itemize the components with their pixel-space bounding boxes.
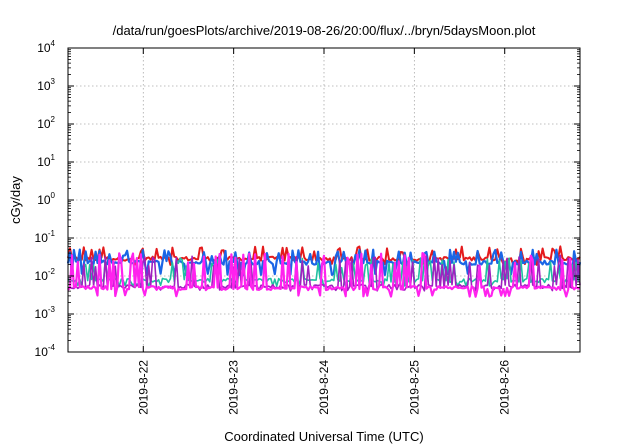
y-tick-label: 103 bbox=[37, 77, 55, 93]
y-tick-label: 102 bbox=[37, 115, 55, 131]
x-axis-ticks: 2019-8-22 2019-8-23 2019-8-24 2019-8-25 2019… bbox=[136, 48, 512, 415]
y-tick-label: 10-1 bbox=[35, 229, 56, 245]
x-axis-label: Coordinated Universal Time (UTC) bbox=[224, 429, 423, 444]
y-axis-ticks: 10-4 10-3 10-2 10-1 100 101 102 103 104 bbox=[35, 39, 580, 359]
y-axis-label: cGy/day bbox=[8, 176, 23, 224]
series-line-3 bbox=[67, 257, 581, 288]
y-tick-label: 10-4 bbox=[35, 343, 56, 359]
x-tick-label: 2019-8-23 bbox=[227, 360, 241, 415]
x-tick-label: 2019-8-26 bbox=[498, 360, 512, 415]
x-tick-label: 2019-8-22 bbox=[136, 360, 150, 415]
y-tick-label: 100 bbox=[37, 191, 55, 207]
series-line-5 bbox=[67, 252, 581, 298]
x-tick-label: 2019-8-24 bbox=[317, 360, 331, 415]
y-tick-label: 104 bbox=[37, 39, 55, 55]
y-tick-label: 101 bbox=[37, 153, 55, 169]
x-tick-label: 2019-8-25 bbox=[407, 360, 421, 415]
series-group bbox=[66, 245, 582, 298]
y-tick-label: 10-2 bbox=[35, 267, 56, 283]
chart-title: /data/run/goesPlots/archive/2019-08-26/2… bbox=[113, 23, 536, 38]
grid-lines bbox=[68, 48, 580, 352]
y-tick-label: 10-3 bbox=[35, 305, 56, 321]
